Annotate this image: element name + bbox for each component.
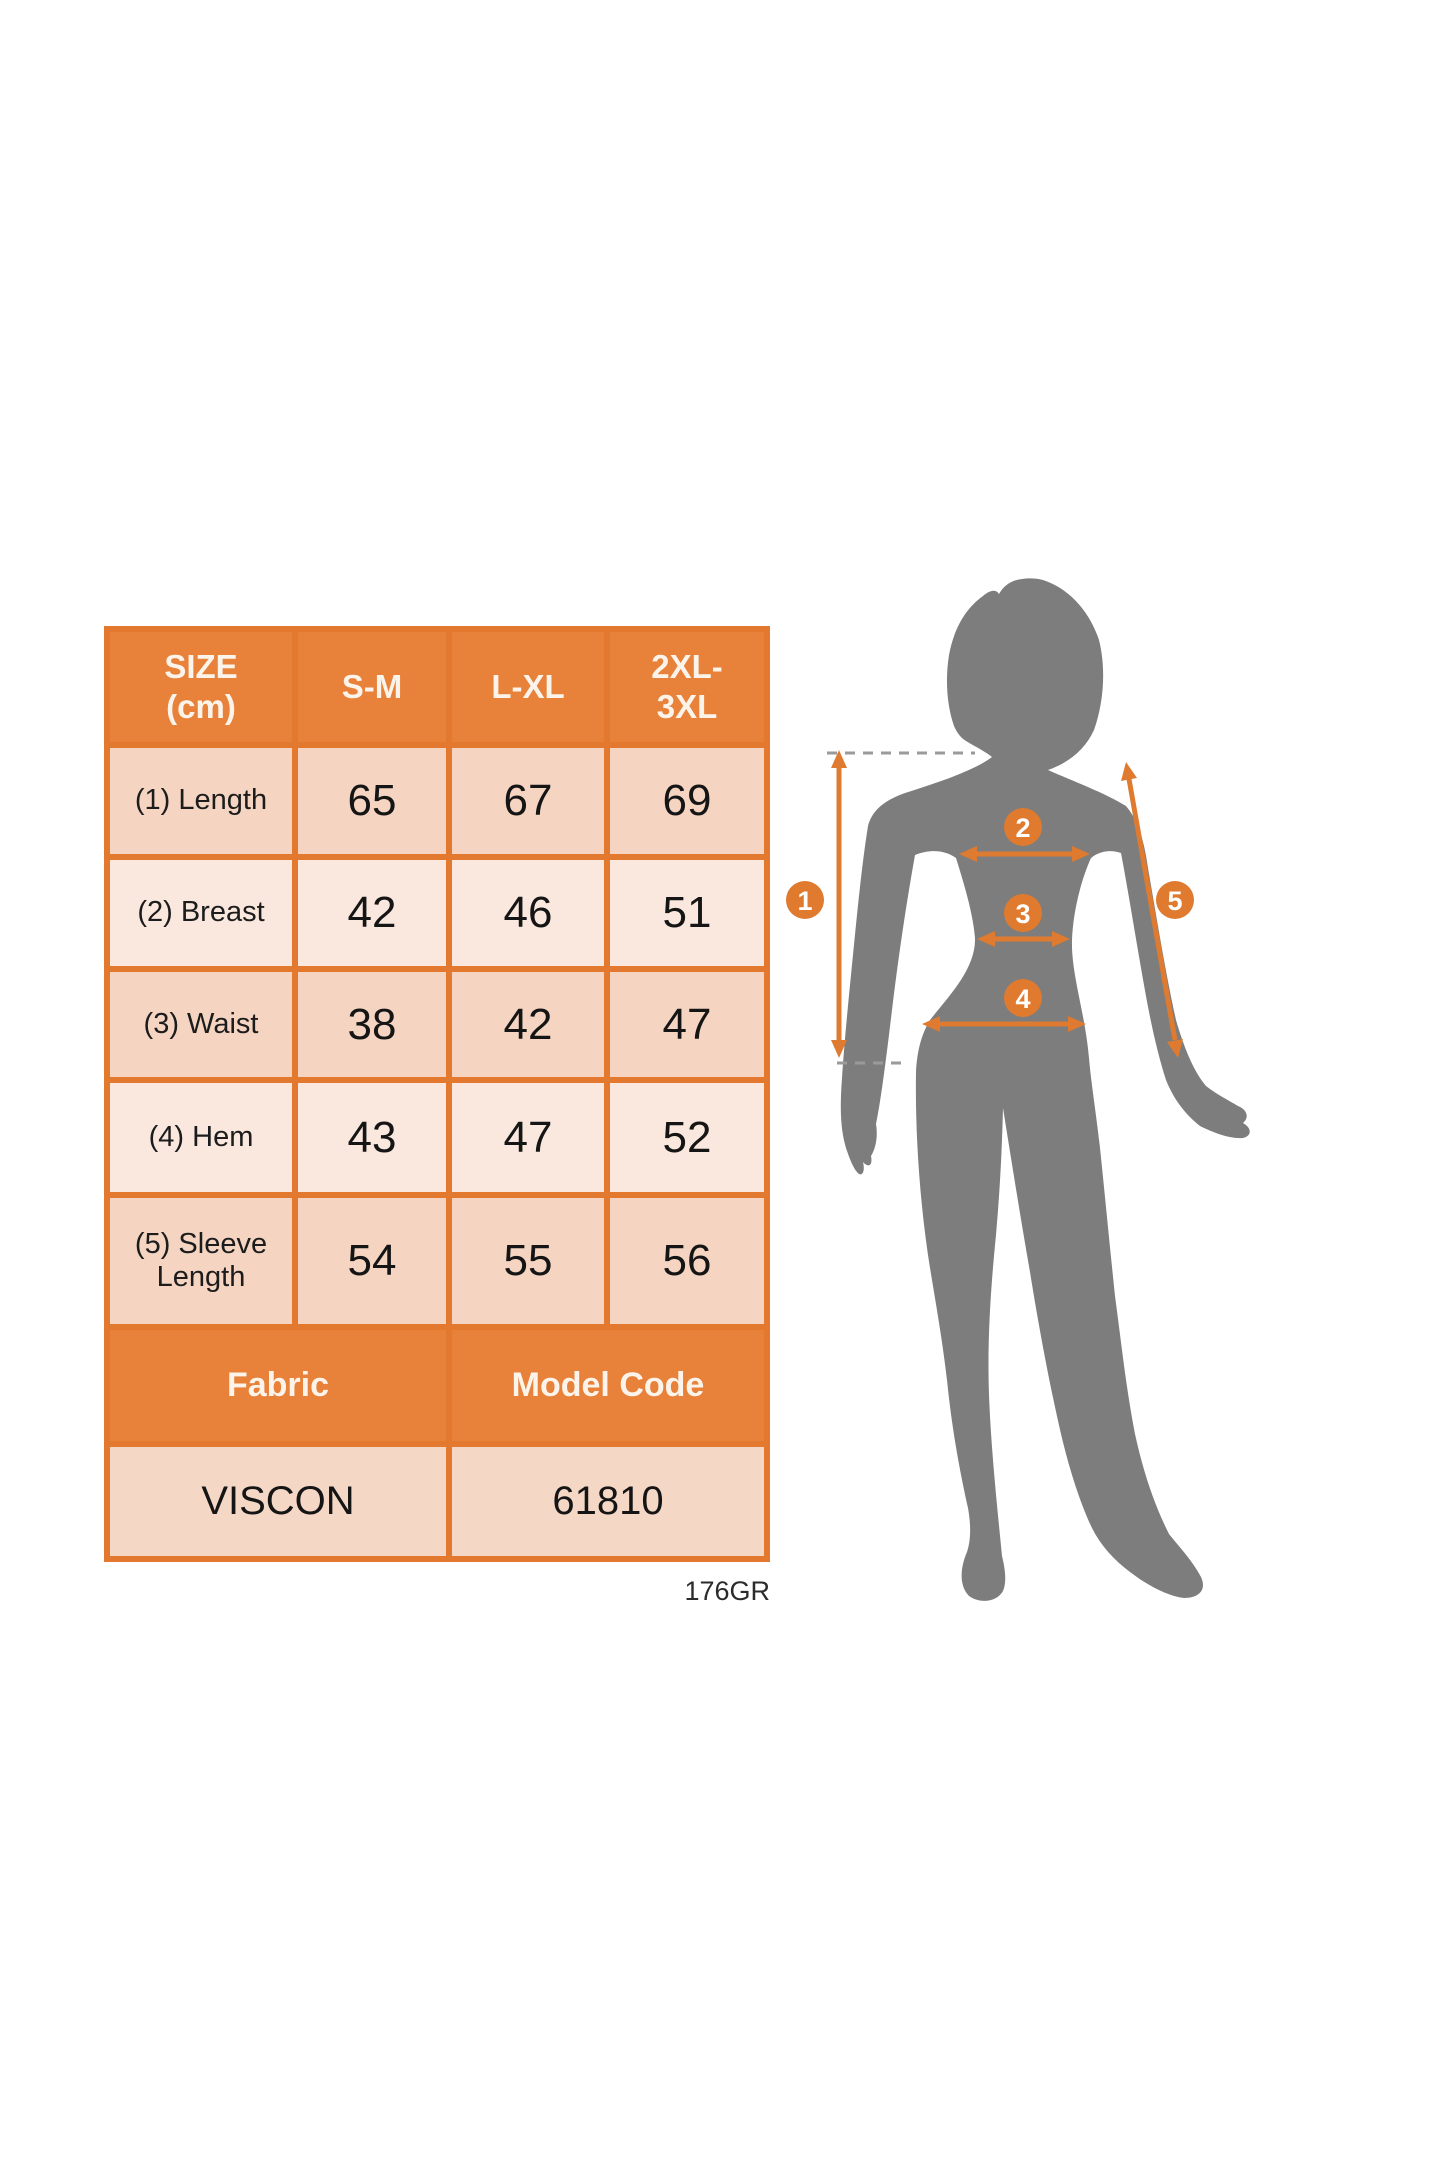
row-length-lxl: 67 <box>452 748 604 854</box>
length-measure-arrow <box>831 750 847 1058</box>
row-length-label: (1) Length <box>110 748 292 854</box>
row-sleeve-sm: 54 <box>298 1198 446 1324</box>
badge-2: 2 <box>1004 808 1042 846</box>
header-size-cm: SIZE (cm) <box>110 632 292 742</box>
row-breast-sm: 42 <box>298 860 446 966</box>
row-breast-lxl: 46 <box>452 860 604 966</box>
badge-4: 4 <box>1004 979 1042 1017</box>
row-hem-2xl3xl: 52 <box>610 1083 764 1192</box>
waist-measure-arrow <box>977 931 1070 947</box>
svg-text:2: 2 <box>1015 813 1030 843</box>
header-2xl-3xl: 2XL- 3XL <box>610 632 764 742</box>
weight-note: 176GR <box>684 1576 770 1606</box>
badge-3: 3 <box>1004 894 1042 932</box>
size-table: SIZE (cm) S-M L-XL 2XL- 3XL (1) Length 6… <box>104 626 770 1562</box>
hem-measure-arrow <box>922 1016 1086 1032</box>
svg-text:5: 5 <box>1167 886 1182 916</box>
svg-text:1: 1 <box>797 886 812 916</box>
model-code-header: Model Code <box>452 1330 764 1441</box>
row-sleeve-label: (5) Sleeve Length <box>110 1198 292 1324</box>
row-breast-label: (2) Breast <box>110 860 292 966</box>
row-hem-sm: 43 <box>298 1083 446 1192</box>
sleeve-measure-arrow <box>1121 762 1183 1058</box>
row-length-2xl3xl: 69 <box>610 748 764 854</box>
woman-body-silhouette-icon <box>840 578 1250 1601</box>
fabric-value: VISCON <box>110 1447 446 1556</box>
row-waist-label: (3) Waist <box>110 972 292 1077</box>
svg-text:4: 4 <box>1015 984 1030 1014</box>
header-l-xl: L-XL <box>452 632 604 742</box>
row-hem-lxl: 47 <box>452 1083 604 1192</box>
row-waist-lxl: 42 <box>452 972 604 1077</box>
svg-text:3: 3 <box>1015 899 1030 929</box>
row-sleeve-lxl: 55 <box>452 1198 604 1324</box>
row-hem-label: (4) Hem <box>110 1083 292 1192</box>
fabric-header: Fabric <box>110 1330 446 1441</box>
row-breast-2xl3xl: 51 <box>610 860 764 966</box>
badge-5: 5 <box>1156 881 1194 919</box>
model-code-value: 61810 <box>452 1447 764 1556</box>
header-s-m: S-M <box>298 632 446 742</box>
row-sleeve-2xl3xl: 56 <box>610 1198 764 1324</box>
row-waist-2xl3xl: 47 <box>610 972 764 1077</box>
breast-measure-arrow <box>959 846 1090 862</box>
badge-1: 1 <box>786 881 824 919</box>
row-waist-sm: 38 <box>298 972 446 1077</box>
row-length-sm: 65 <box>298 748 446 854</box>
